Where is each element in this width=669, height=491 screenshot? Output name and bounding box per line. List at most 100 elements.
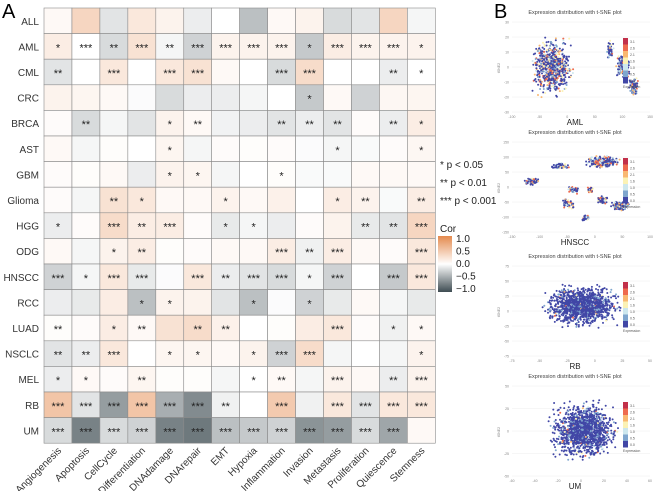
tsne-point <box>589 430 592 433</box>
heatmap-cell <box>127 110 157 137</box>
tsne-point <box>548 60 551 63</box>
tsne-point <box>538 52 541 55</box>
x-tick-label: -100 <box>536 235 543 239</box>
tsne-panel-AML: Expression distribution with t-SNE plot3… <box>497 10 653 127</box>
tsne-point <box>615 159 618 162</box>
heatmap-cell <box>183 58 213 86</box>
tsne-point <box>584 298 587 301</box>
tsne-point <box>574 315 576 318</box>
heatmap-cell <box>155 263 185 290</box>
tsne-point <box>571 188 574 191</box>
tsne-point <box>570 319 573 322</box>
tsne-point <box>580 309 583 312</box>
significance-mark: * <box>168 298 173 310</box>
tsne-point <box>550 49 553 52</box>
heatmap-cell <box>211 58 240 86</box>
significance-mark: * <box>196 350 201 362</box>
y-tick-label: 50 <box>505 280 509 284</box>
heatmap-cell <box>267 391 296 418</box>
tsne-point <box>585 451 588 454</box>
tsne-point <box>596 413 598 416</box>
column-label-EMT: EMT <box>209 446 232 469</box>
significance-mark: ** <box>389 119 398 131</box>
tsne-point <box>610 54 613 57</box>
significance-mark: *** <box>191 42 205 54</box>
y-tick-label: 30 <box>505 21 509 25</box>
tsne-point <box>557 309 560 312</box>
heatmap-cell <box>155 186 185 214</box>
tsne-panel-UM: Expression distribution with t-SNE plot5… <box>497 374 652 491</box>
tsne-point <box>607 436 610 439</box>
significance-mark: *** <box>191 273 205 285</box>
significance-mark: ** <box>361 222 370 234</box>
tsne-point <box>616 74 618 77</box>
tsne-point <box>567 458 570 461</box>
tsne-point <box>563 74 566 77</box>
heatmap-cell <box>155 289 185 316</box>
heatmap-cell <box>267 212 296 239</box>
heatmap-cell <box>407 110 436 137</box>
tsne-point <box>590 320 593 323</box>
tsne-point <box>548 68 551 71</box>
tsne-point <box>559 293 562 296</box>
heatmap-cell <box>71 58 101 86</box>
tsne-point <box>552 166 555 169</box>
tsne-point <box>533 79 536 82</box>
tsne-point <box>564 76 567 79</box>
significance-mark: ** <box>82 119 91 131</box>
tsne-point <box>579 305 582 308</box>
tsne-point <box>548 56 551 59</box>
tsne-point <box>593 157 596 160</box>
significance-mark: * <box>419 350 424 362</box>
x-tick-label: 40 <box>625 479 629 483</box>
tsne-point <box>548 416 551 419</box>
tsne-point <box>535 69 537 72</box>
tsne-point <box>548 54 551 57</box>
row-label-ODG: ODG <box>16 247 39 258</box>
tsne-point <box>569 69 572 71</box>
tsne-point <box>568 313 571 316</box>
heatmap-cell <box>211 110 240 137</box>
tsne-point <box>569 310 572 313</box>
tsne-point <box>606 298 609 301</box>
tsne-point <box>593 418 596 421</box>
tsne-point <box>548 58 550 61</box>
tsne-point <box>602 307 605 310</box>
significance-mark: *** <box>219 426 233 438</box>
tsne-point <box>602 450 605 453</box>
tsne-point <box>557 306 560 309</box>
panel-label-b: B <box>494 1 507 23</box>
significance-mark: *** <box>191 426 205 438</box>
significance-mark: *** <box>107 273 121 285</box>
tsne-point <box>559 297 562 300</box>
tsne-point <box>588 217 591 220</box>
heatmap-cell <box>127 135 157 162</box>
tsne-point <box>575 409 578 412</box>
significance-legend-item: *** p < 0.001 <box>440 196 497 207</box>
tsne-point <box>598 302 601 304</box>
tsne-point <box>541 57 544 60</box>
tsne-point <box>551 64 554 67</box>
heatmap-cell <box>155 135 185 162</box>
significance-mark: *** <box>191 68 205 80</box>
significance-mark: *** <box>107 68 121 80</box>
significance-mark: ** <box>110 42 119 54</box>
tsne-point <box>595 316 598 319</box>
heatmap-cell <box>127 314 157 342</box>
tsne-point <box>560 167 563 169</box>
tsne-point <box>618 61 621 64</box>
heatmap-cell <box>43 263 73 290</box>
tsne-point <box>551 72 554 75</box>
significance-mark: ** <box>305 247 314 259</box>
tsne-point <box>575 417 578 420</box>
tsne-point <box>620 69 623 72</box>
heatmap-cell <box>43 289 73 316</box>
significance-mark: * <box>168 350 173 362</box>
tsne-point <box>591 188 594 191</box>
tsne-point <box>590 159 592 162</box>
tsne-point <box>576 187 579 190</box>
tsne-point <box>538 74 541 76</box>
tsne-point <box>554 305 557 308</box>
tsne-point <box>605 309 608 312</box>
tsne-point <box>606 163 608 166</box>
